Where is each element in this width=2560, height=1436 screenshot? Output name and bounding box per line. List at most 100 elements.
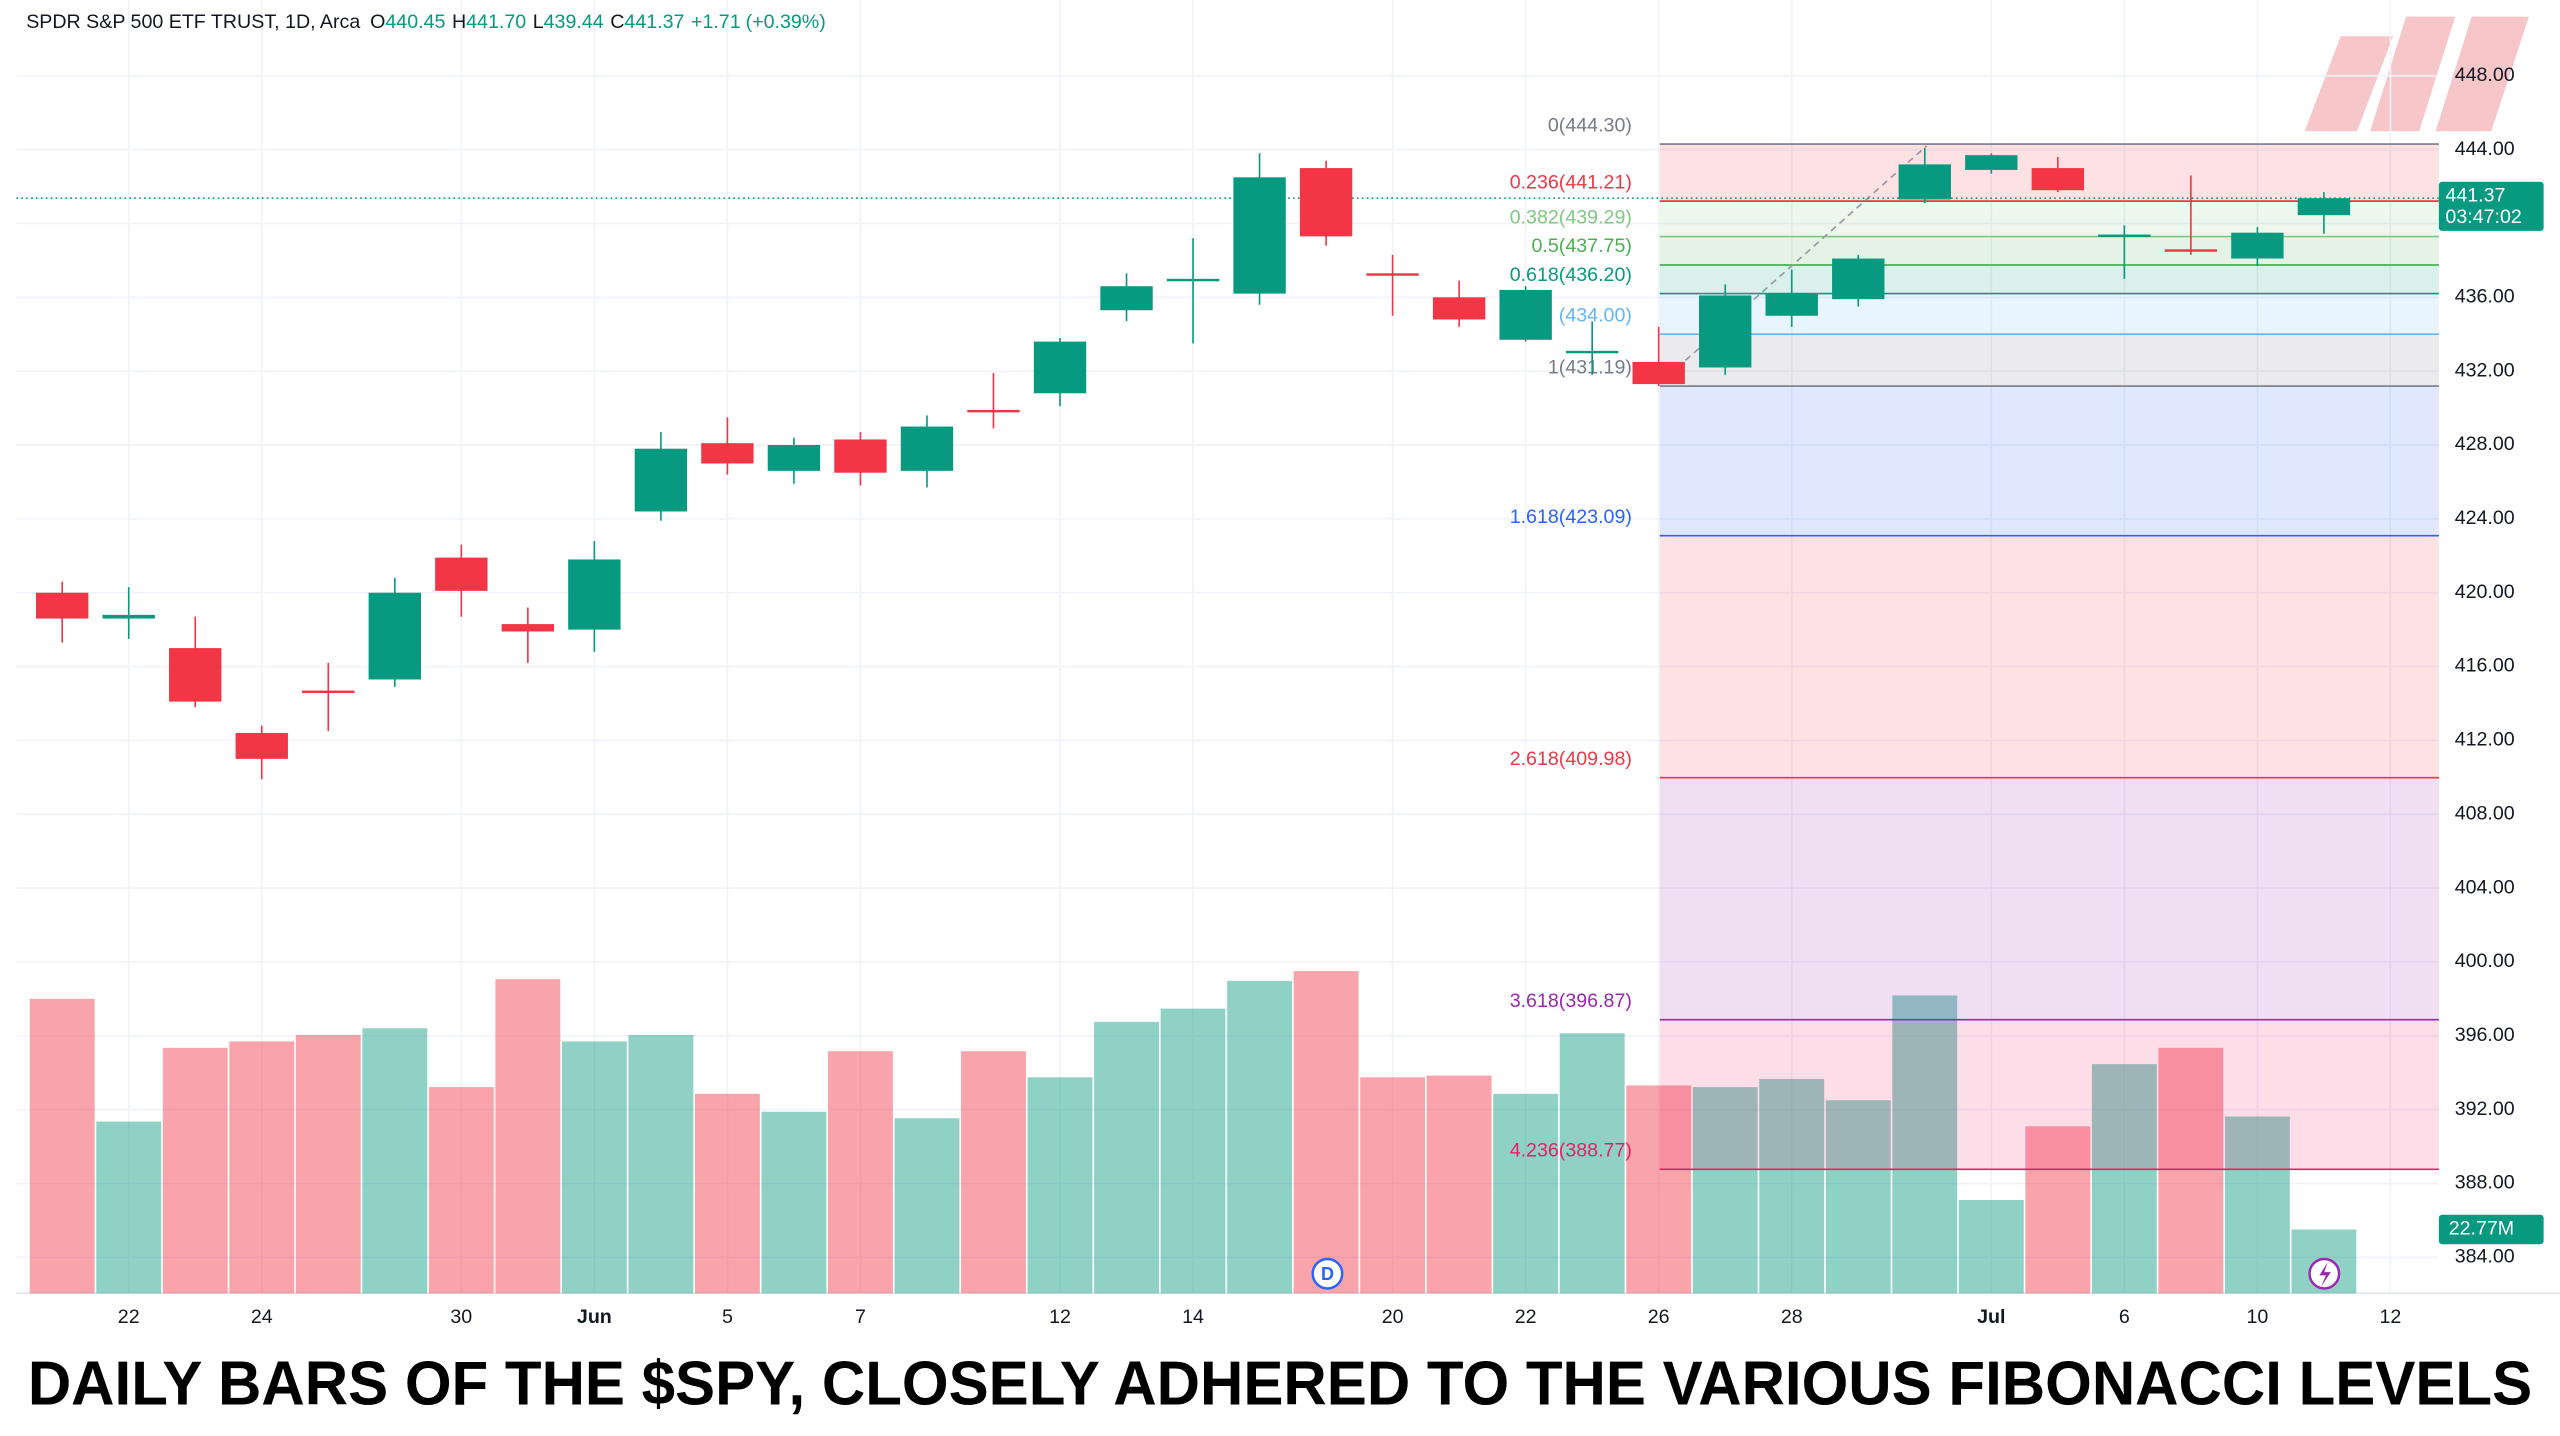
volume-bar <box>1094 1021 1159 1294</box>
volume-bar <box>162 1047 228 1294</box>
fib-label: 0.236(441.21) <box>1510 171 1632 193</box>
x-tick-label: 22 <box>1515 1306 1537 1328</box>
fib-zone <box>1659 1019 2439 1170</box>
candle-body <box>1765 293 1818 316</box>
symbol-title: SPDR S&P 500 ETF TRUST, 1D, Arca <box>26 11 360 33</box>
volume-bar <box>2091 1064 2157 1294</box>
fib-label: 1(431.19) <box>1548 356 1632 378</box>
volume-bar <box>1892 995 1958 1294</box>
x-tick-label: 6 <box>2119 1306 2130 1328</box>
volume-bar <box>2025 1126 2091 1294</box>
candle-body <box>1366 273 1419 276</box>
x-tick-label: 28 <box>1781 1306 1803 1328</box>
fib-label: 0(444.30) <box>1548 114 1632 136</box>
volume-bar <box>1227 980 1293 1294</box>
volume-tag-value: 22.77M <box>2449 1218 2514 1240</box>
candle-body <box>169 648 222 702</box>
y-tick-label: 436.00 <box>2455 285 2515 307</box>
volume-tag <box>2438 1214 2544 1245</box>
y-tick-label: 424.00 <box>2455 507 2515 529</box>
volume-bar <box>1626 1085 1692 1294</box>
y-tick-label: 432.00 <box>2455 359 2515 381</box>
candle-body <box>2164 249 2218 252</box>
change-pct: (+0.39%) <box>746 11 826 33</box>
fib-label: 0.5(437.75) <box>1532 235 1632 257</box>
candle-body <box>1100 286 1153 311</box>
y-tick-label: 412.00 <box>2455 729 2515 751</box>
y-tick-label: 384.00 <box>2455 1246 2515 1268</box>
volume-bar <box>362 1028 428 1294</box>
candle-body <box>634 448 688 512</box>
candle-body <box>1632 361 1685 385</box>
candle-body <box>568 559 621 630</box>
volume-bar <box>1360 1077 1426 1294</box>
volume-bar <box>2224 1116 2290 1294</box>
y-tick-label: 416.00 <box>2455 655 2515 677</box>
candle-body <box>1033 341 1087 394</box>
x-tick-label: Jun <box>577 1306 612 1328</box>
y-tick-label: 408.00 <box>2455 802 2515 824</box>
price-tag-value: 441.37 <box>2445 185 2505 207</box>
x-tick-label: 5 <box>722 1306 733 1328</box>
candle-body <box>235 733 288 759</box>
ohlc-key: H <box>452 11 466 33</box>
candle-body <box>501 624 555 632</box>
y-tick-label: 444.00 <box>2455 138 2515 160</box>
volume-bar <box>1692 1087 1758 1294</box>
y-tick-label: 388.00 <box>2455 1172 2515 1194</box>
y-tick-label: 404.00 <box>2455 876 2515 898</box>
volume-bar <box>1559 1033 1625 1294</box>
price-tag <box>2438 181 2544 231</box>
y-tick-label: 392.00 <box>2455 1098 2515 1120</box>
volume-bar <box>229 1041 295 1294</box>
ohlc-key: C <box>610 11 624 33</box>
y-tick-label: 420.00 <box>2455 581 2515 603</box>
dividend-marker <box>1311 1257 1344 1290</box>
volume-bar <box>1293 971 1359 1294</box>
fib-label: 2.618(409.98) <box>1510 748 1632 770</box>
candle-body <box>1432 297 1486 320</box>
x-tick-label: 12 <box>1049 1306 1071 1328</box>
ohlc-key: O <box>370 11 385 33</box>
logo <box>2304 16 2529 132</box>
candle-body <box>900 426 954 471</box>
candle-body <box>701 443 754 464</box>
candle-body <box>2031 168 2085 191</box>
fib-zone <box>1659 535 2439 778</box>
candle-body <box>1499 289 1552 340</box>
ohlc-value: 439.44 <box>544 11 604 33</box>
candle-body <box>2098 234 2151 237</box>
candle-body <box>36 592 89 619</box>
fib-label: 0.618(436.20) <box>1510 264 1632 286</box>
volume-bar <box>1958 1200 2024 1294</box>
volume-bar <box>1759 1078 1825 1294</box>
fib-zone <box>1659 236 2439 265</box>
x-tick-label: 7 <box>855 1306 866 1328</box>
candle-body <box>2297 198 2351 216</box>
x-tick-label: 10 <box>2246 1306 2268 1328</box>
volume-bar <box>295 1034 361 1294</box>
caption: DAILY BARS OF THE $SPY, CLOSELY ADHERED … <box>28 1350 2532 1419</box>
volume-bar <box>495 979 561 1294</box>
fib-label: 1.618(423.09) <box>1510 506 1632 528</box>
x-tick-label: Jul <box>1977 1306 2005 1328</box>
candle-body <box>1699 295 1752 368</box>
ohlc-value: 440.45 <box>385 11 445 33</box>
fib-zone <box>1659 334 2439 387</box>
x-tick-label: 26 <box>1648 1306 1670 1328</box>
ohlc-value: 441.70 <box>466 11 526 33</box>
candle-body <box>2231 232 2284 259</box>
fib-label: 3.618(396.87) <box>1510 990 1632 1012</box>
legend-header: SPDR S&P 500 ETF TRUST, 1D, Arca O440.45 H… <box>26 11 826 33</box>
candle-body <box>1233 177 1286 294</box>
candle-body <box>368 592 421 680</box>
volume-bar <box>29 998 95 1294</box>
candle-body <box>767 445 821 471</box>
candle-body <box>834 439 887 473</box>
volume-bar <box>961 1051 1026 1294</box>
fib-zone <box>1659 777 2439 1020</box>
volume-bar <box>1825 1100 1891 1294</box>
volume-bar <box>561 1041 627 1294</box>
